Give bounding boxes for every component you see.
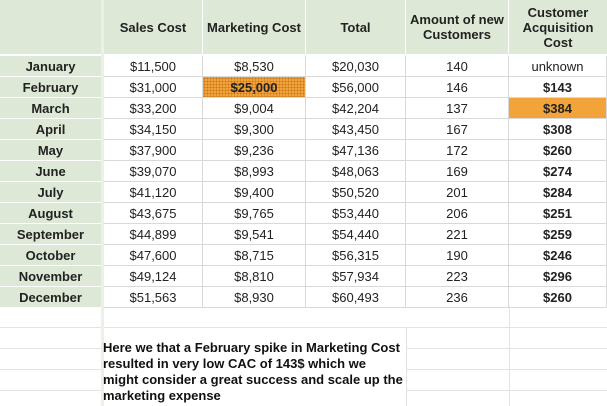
grid-line	[0, 327, 607, 328]
cell-total[interactable]: $50,520	[306, 182, 406, 203]
row-month-label[interactable]: July	[0, 182, 101, 203]
cell-sales-cost[interactable]: $51,563	[104, 287, 203, 308]
header-total[interactable]: Total	[306, 0, 406, 54]
grid-line	[406, 327, 407, 406]
cell-cac[interactable]: $260	[509, 287, 607, 308]
cell-total[interactable]: $60,493	[306, 287, 406, 308]
cell-sales-cost[interactable]: $37,900	[104, 140, 203, 161]
row-month-label[interactable]: January	[0, 56, 101, 77]
row-month-label[interactable]: August	[0, 203, 101, 224]
cell-total[interactable]: $53,440	[306, 203, 406, 224]
cell-cac[interactable]: $296	[509, 266, 607, 287]
cell-marketing-cost[interactable]: $9,400	[203, 182, 306, 203]
cell-new-customers[interactable]: 190	[406, 245, 509, 266]
cell-total[interactable]: $20,030	[306, 56, 406, 77]
cell-sales-cost[interactable]: $34,150	[104, 119, 203, 140]
cell-total[interactable]: $54,440	[306, 224, 406, 245]
cell-marketing-cost[interactable]: $8,930	[203, 287, 306, 308]
cell-cac[interactable]: $246	[509, 245, 607, 266]
cell-sales-cost[interactable]: $49,124	[104, 266, 203, 287]
note-text[interactable]: Here we that a February spike in Marketi…	[103, 340, 403, 403]
header-corner-cell[interactable]	[0, 0, 101, 54]
cell-cac[interactable]: $384	[509, 98, 607, 119]
cell-total[interactable]: $43,450	[306, 119, 406, 140]
column-separator	[101, 0, 104, 406]
cell-cac[interactable]: $274	[509, 161, 607, 182]
row-month-label[interactable]: November	[0, 266, 101, 287]
row-month-label[interactable]: March	[0, 98, 101, 119]
cell-new-customers[interactable]: 172	[406, 140, 509, 161]
grid-line	[509, 306, 510, 406]
cell-new-customers[interactable]: 201	[406, 182, 509, 203]
cell-total[interactable]: $47,136	[306, 140, 406, 161]
cell-sales-cost[interactable]: $11,500	[104, 56, 203, 77]
cell-total[interactable]: $48,063	[306, 161, 406, 182]
cell-new-customers[interactable]: 169	[406, 161, 509, 182]
cell-sales-cost[interactable]: $41,120	[104, 182, 203, 203]
cell-sales-cost[interactable]: $43,675	[104, 203, 203, 224]
row-month-label[interactable]: February	[0, 77, 101, 98]
cell-marketing-cost[interactable]: $8,993	[203, 161, 306, 182]
row-month-label[interactable]: December	[0, 287, 101, 308]
cell-marketing-cost[interactable]: $8,715	[203, 245, 306, 266]
cell-new-customers[interactable]: 146	[406, 77, 509, 98]
cell-total[interactable]: $57,934	[306, 266, 406, 287]
grid-line	[0, 348, 101, 349]
cell-marketing-cost[interactable]: $8,530	[203, 56, 306, 77]
cell-cac[interactable]: $308	[509, 119, 607, 140]
cell-total[interactable]: $56,000	[306, 77, 406, 98]
cell-marketing-cost[interactable]: $9,300	[203, 119, 306, 140]
cell-total[interactable]: $42,204	[306, 98, 406, 119]
cell-marketing-cost[interactable]: $9,541	[203, 224, 306, 245]
cell-sales-cost[interactable]: $47,600	[104, 245, 203, 266]
cell-cac[interactable]: unknown	[509, 56, 607, 77]
cell-new-customers[interactable]: 221	[406, 224, 509, 245]
header-new-customers[interactable]: Amount of new Customers	[406, 0, 509, 54]
cell-marketing-cost[interactable]: $9,765	[203, 203, 306, 224]
row-month-label[interactable]: June	[0, 161, 101, 182]
cell-sales-cost[interactable]: $31,000	[104, 77, 203, 98]
row-month-label[interactable]: October	[0, 245, 101, 266]
row-month-label[interactable]: April	[0, 119, 101, 140]
cell-new-customers[interactable]: 137	[406, 98, 509, 119]
cell-marketing-cost[interactable]: $8,810	[203, 266, 306, 287]
grid-line	[406, 348, 607, 349]
cell-marketing-cost[interactable]: $9,236	[203, 140, 306, 161]
cell-new-customers[interactable]: 167	[406, 119, 509, 140]
cell-cac[interactable]: $260	[509, 140, 607, 161]
grid-line	[406, 390, 607, 391]
cell-new-customers[interactable]: 206	[406, 203, 509, 224]
cell-total[interactable]: $56,315	[306, 245, 406, 266]
cell-new-customers[interactable]: 140	[406, 56, 509, 77]
cell-marketing-cost[interactable]: $9,004	[203, 98, 306, 119]
row-month-label[interactable]: September	[0, 224, 101, 245]
cell-sales-cost[interactable]: $33,200	[104, 98, 203, 119]
grid-line	[0, 390, 101, 391]
cell-cac[interactable]: $143	[509, 77, 607, 98]
cell-new-customers[interactable]: 236	[406, 287, 509, 308]
header-cac[interactable]: Customer Acquisition Cost	[509, 0, 607, 54]
cell-sales-cost[interactable]: $39,070	[104, 161, 203, 182]
grid-line	[406, 369, 607, 370]
cell-cac[interactable]: $251	[509, 203, 607, 224]
cell-new-customers[interactable]: 223	[406, 266, 509, 287]
cell-marketing-cost[interactable]: $25,000	[203, 77, 306, 98]
grid-line	[0, 369, 101, 370]
row-month-label[interactable]: May	[0, 140, 101, 161]
header-marketing-cost[interactable]: Marketing Cost	[203, 0, 306, 54]
header-sales-cost[interactable]: Sales Cost	[104, 0, 203, 54]
cell-cac[interactable]: $259	[509, 224, 607, 245]
cell-sales-cost[interactable]: $44,899	[104, 224, 203, 245]
cell-cac[interactable]: $284	[509, 182, 607, 203]
